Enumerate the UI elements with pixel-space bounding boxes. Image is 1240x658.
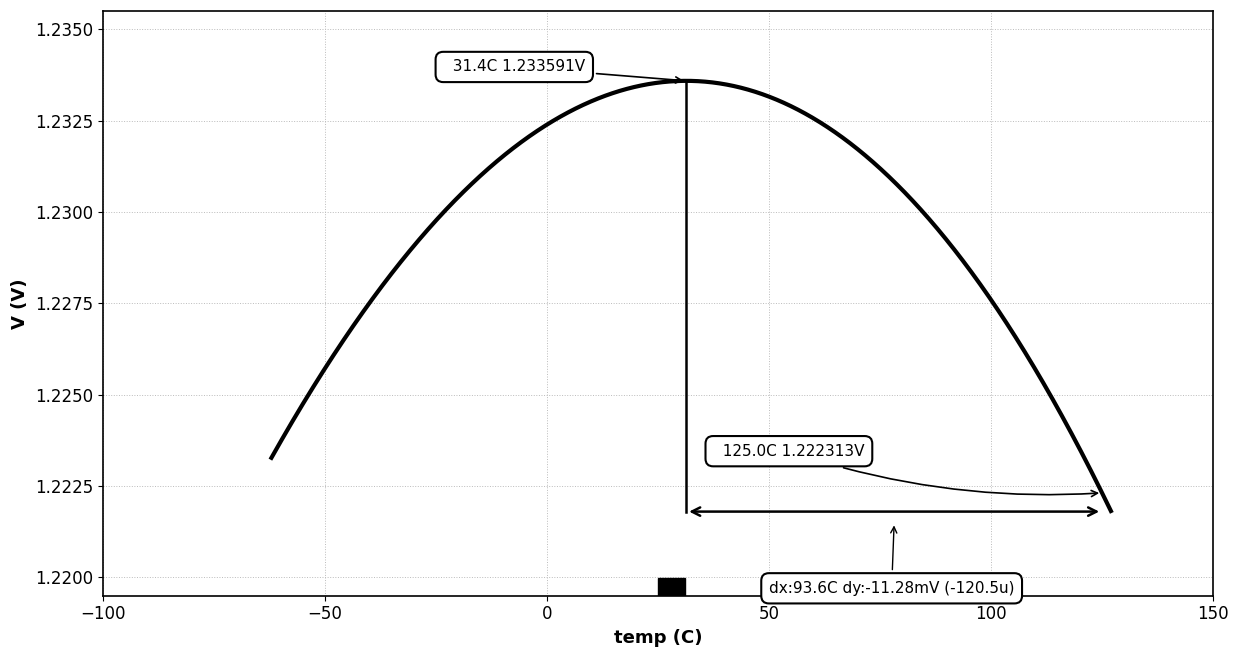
- Text: 125.0C 1.222313V: 125.0C 1.222313V: [713, 443, 1097, 497]
- Text: dx:93.6C dy:-11.28mV (-120.5u): dx:93.6C dy:-11.28mV (-120.5u): [769, 527, 1014, 595]
- Text: 31.4C 1.233591V: 31.4C 1.233591V: [443, 59, 682, 83]
- Y-axis label: V (V): V (V): [11, 278, 29, 328]
- Bar: [658, 578, 684, 598]
- X-axis label: temp (C): temp (C): [614, 629, 702, 647]
